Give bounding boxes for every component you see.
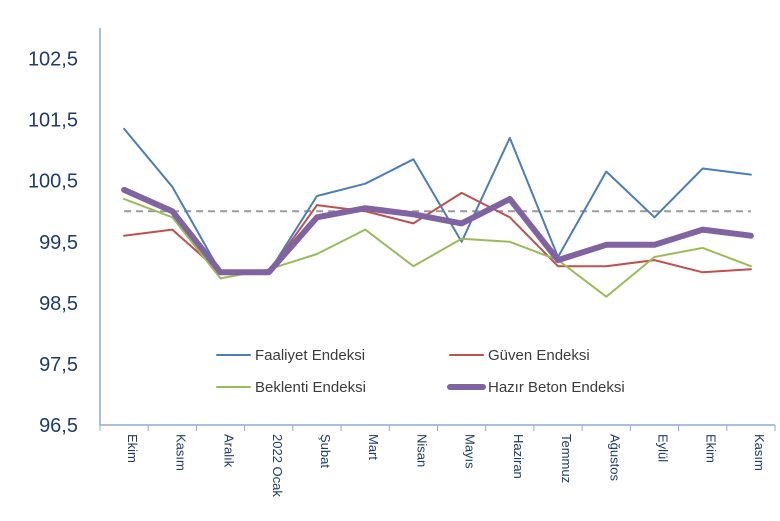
legend-label: Beklenti Endeksi xyxy=(255,379,366,396)
series-line-4 xyxy=(121,186,754,276)
legend: Faaliyet Endeksi Güven Endeksi Beklenti En… xyxy=(216,347,625,396)
x-tick-label: 2022 Ocak xyxy=(270,434,285,497)
x-tick-label: Kasım xyxy=(752,434,767,471)
x-tick-label: Mayıs xyxy=(463,434,478,469)
series-line-3 xyxy=(123,198,752,298)
x-tick-label: Ekim xyxy=(704,434,719,463)
y-tick-label: 100,5 xyxy=(28,171,78,193)
legend-label: Hazır Beton Endeksi xyxy=(488,379,625,396)
series-line-1 xyxy=(123,127,752,274)
y-tick-label: 96,5 xyxy=(39,415,78,437)
x-tick-label: Nisan xyxy=(414,434,429,467)
x-tick-label: Haziran xyxy=(511,434,526,479)
x-tick-label: Şubat xyxy=(318,434,333,468)
x-tick-label: Temmuz xyxy=(559,434,574,483)
y-tick-label: 99,5 xyxy=(39,232,78,254)
y-tick-label: 102,5 xyxy=(28,49,78,71)
y-tick-label: 97,5 xyxy=(39,354,78,376)
x-axis: Ekim Kasım Aralık 2022 Ocak Şubat Mart Nisan Ma… xyxy=(99,424,776,497)
y-tick-label: 98,5 xyxy=(39,293,78,315)
x-tick-label: Ağustos xyxy=(607,434,622,481)
x-tick-label: Aralık xyxy=(222,434,237,468)
legend-label: Güven Endeksi xyxy=(488,347,590,364)
x-tick-label: Ekim xyxy=(125,434,140,463)
x-tick-label: Mart xyxy=(366,434,381,460)
x-tick-label: Eylül xyxy=(655,434,670,462)
y-tick-label: 101,5 xyxy=(28,110,78,132)
legend-label: Faaliyet Endeksi xyxy=(255,347,365,364)
series-line-2 xyxy=(123,191,752,274)
series-lines xyxy=(121,127,754,298)
x-tick-label: Kasım xyxy=(173,434,188,471)
y-axis: 102,5 101,5 100,5 99,5 98,5 97,5 96,5 xyxy=(28,28,101,437)
